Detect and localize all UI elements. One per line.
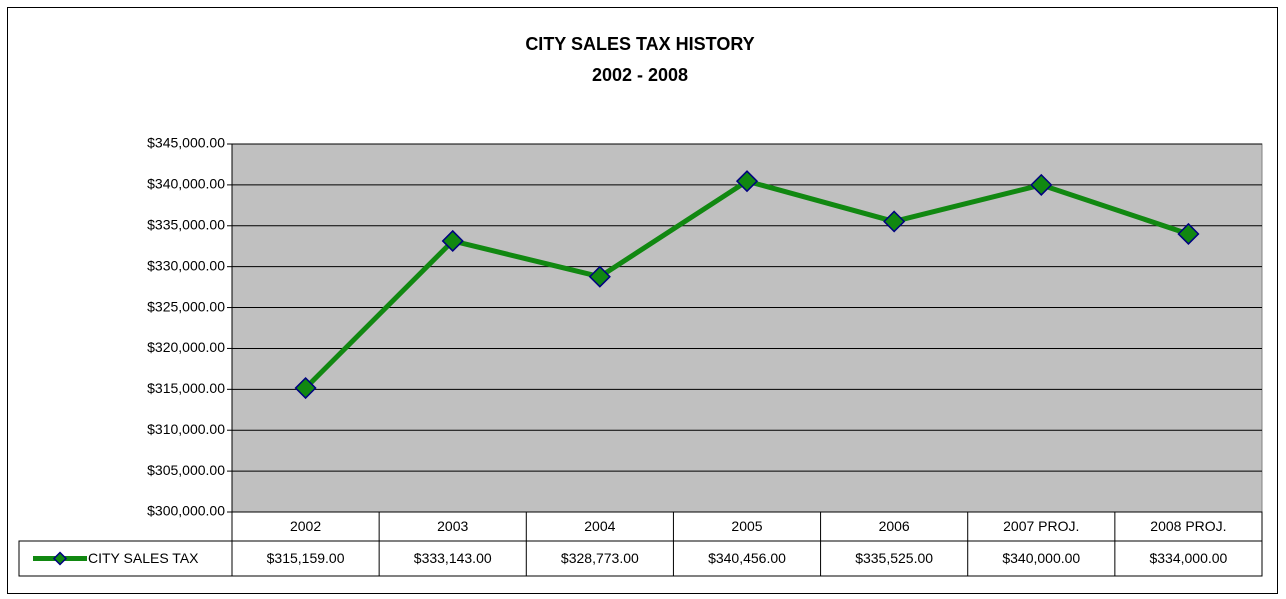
y-tick-label: $330,000.00 <box>147 257 225 273</box>
table-value: $333,143.00 <box>414 550 492 566</box>
chart-title: CITY SALES TAX HISTORY <box>525 34 754 54</box>
x-tick-label: 2007 PROJ. <box>1003 518 1079 534</box>
y-tick-label: $315,000.00 <box>147 380 225 396</box>
x-tick-label: 2002 <box>290 518 321 534</box>
x-tick-label: 2004 <box>584 518 615 534</box>
table-value: $315,159.00 <box>267 550 345 566</box>
table-value: $334,000.00 <box>1149 550 1227 566</box>
table-value: $340,456.00 <box>708 550 786 566</box>
x-tick-label: 2006 <box>879 518 910 534</box>
marker <box>294 376 317 400</box>
y-tick-label: $325,000.00 <box>147 298 225 314</box>
marker <box>588 265 611 288</box>
x-tick-label: 2008 PROJ. <box>1150 518 1226 534</box>
table-value: $328,773.00 <box>561 550 639 566</box>
marker <box>441 229 464 253</box>
y-tick-label: $305,000.00 <box>147 462 225 478</box>
marker <box>735 170 759 193</box>
marker <box>1177 222 1200 246</box>
marker <box>1030 173 1053 196</box>
y-tick-label: $300,000.00 <box>147 503 225 519</box>
y-tick-label: $310,000.00 <box>147 421 225 437</box>
table-value: $335,525.00 <box>855 550 933 566</box>
chart-subtitle: 2002 - 2008 <box>592 65 688 85</box>
legend-label: CITY SALES TAX <box>88 550 199 566</box>
table-value: $340,000.00 <box>1002 550 1080 566</box>
marker <box>883 210 906 233</box>
legend-marker <box>52 551 68 566</box>
x-tick-label: 2003 <box>437 518 468 534</box>
y-tick-label: $345,000.00 <box>147 135 225 151</box>
legend-cell <box>18 540 233 577</box>
x-tick-label: 2005 <box>731 518 762 534</box>
plot-area <box>231 143 1263 513</box>
y-tick-label: $340,000.00 <box>147 176 225 192</box>
y-tick-label: $320,000.00 <box>147 339 225 355</box>
y-tick-label: $335,000.00 <box>147 216 225 232</box>
